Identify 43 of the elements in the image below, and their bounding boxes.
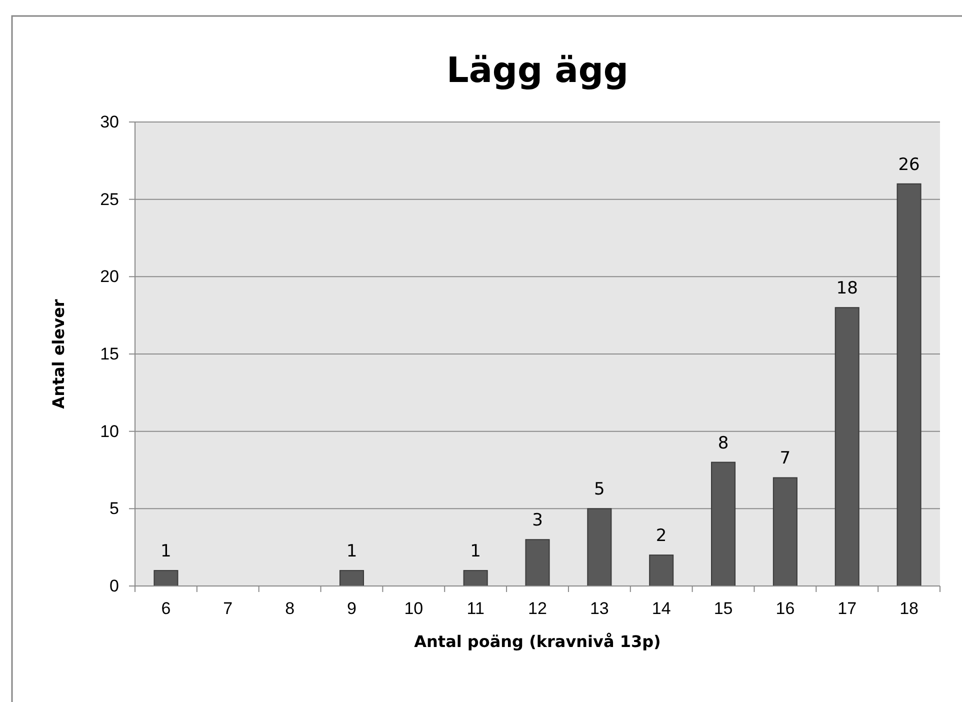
data-label: 8 [718,433,729,454]
x-axis-title: Antal poäng (kravnivå 13p) [414,632,661,651]
bar [339,570,364,586]
x-tick-label: 15 [714,599,733,618]
data-label: 3 [532,510,543,531]
x-tick-label: 12 [528,599,547,618]
x-tick-label: 11 [466,599,484,618]
bar [525,539,550,586]
data-label: 18 [836,278,858,299]
bar [649,554,674,586]
x-tick-label: 6 [161,599,171,618]
bar [463,570,488,586]
y-tick-label: 0 [110,576,119,596]
bar [587,508,612,586]
y-tick-label: 15 [100,344,119,364]
x-tick-label: 7 [223,599,233,618]
x-tick-label: 16 [776,599,795,618]
data-label: 26 [898,154,920,175]
data-label: 1 [160,542,172,562]
x-tick-label: 10 [404,599,424,618]
data-label: 2 [656,526,667,546]
x-tick-label: 13 [590,599,609,618]
data-label: 1 [346,542,358,562]
x-tick-label: 8 [285,599,295,618]
x-tick-label: 17 [838,599,857,618]
y-tick-label: 5 [110,499,119,518]
x-tick-label: 9 [346,599,356,618]
bar [154,570,178,586]
x-tick-label: 14 [652,599,671,618]
x-tick-label: 18 [900,599,918,618]
y-tick-label: 20 [100,267,119,286]
bar [772,477,798,586]
data-label: 1 [470,542,481,562]
y-tick-label: 10 [100,422,119,441]
data-label: 7 [780,448,791,469]
y-tick-label: 25 [100,190,119,209]
y-tick-label: 30 [100,112,119,132]
y-axis-title: Antal elever [49,299,68,409]
data-label: 5 [594,480,605,500]
bar [711,462,736,586]
chart-title: Lägg ägg [446,51,628,91]
bar [834,307,860,586]
bar [896,183,922,586]
